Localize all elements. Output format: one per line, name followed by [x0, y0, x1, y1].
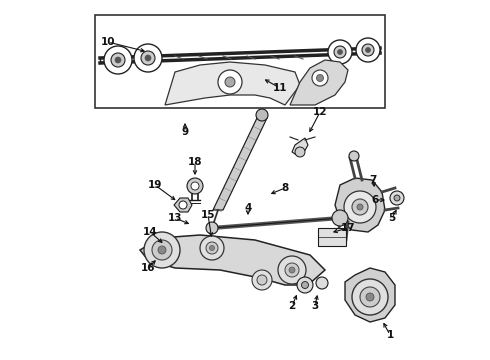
Circle shape [206, 222, 218, 234]
Circle shape [357, 204, 363, 210]
Bar [318, 228, 346, 246]
Text: 14: 14 [143, 227, 157, 237]
Circle shape [225, 77, 235, 87]
Circle shape [349, 151, 359, 161]
Polygon shape [292, 138, 308, 156]
Circle shape [312, 70, 328, 86]
Polygon shape [335, 178, 385, 232]
Polygon shape [213, 118, 267, 210]
Text: 5: 5 [389, 213, 395, 223]
Circle shape [104, 46, 132, 74]
Text: 1: 1 [387, 330, 393, 340]
Circle shape [360, 287, 380, 307]
Circle shape [218, 70, 242, 94]
Circle shape [334, 46, 346, 58]
Polygon shape [174, 198, 192, 212]
Circle shape [111, 53, 125, 67]
Circle shape [352, 279, 388, 315]
Text: 15: 15 [201, 210, 215, 220]
Text: 4: 4 [245, 203, 252, 213]
Text: 3: 3 [311, 301, 318, 311]
Polygon shape [165, 62, 300, 105]
Circle shape [257, 275, 267, 285]
Circle shape [301, 282, 309, 288]
Text: 8: 8 [281, 183, 289, 193]
Circle shape [285, 263, 299, 277]
Circle shape [200, 236, 224, 260]
Circle shape [115, 57, 121, 63]
Circle shape [289, 267, 295, 273]
Circle shape [141, 51, 155, 65]
Text: 18: 18 [188, 157, 202, 167]
Text: 10: 10 [101, 37, 115, 47]
Circle shape [362, 44, 374, 56]
Circle shape [191, 182, 199, 190]
Circle shape [317, 75, 323, 81]
Text: 6: 6 [371, 195, 379, 205]
Text: 9: 9 [181, 127, 189, 137]
Circle shape [328, 40, 352, 64]
Polygon shape [290, 60, 348, 105]
Circle shape [344, 191, 376, 223]
Circle shape [356, 38, 380, 62]
Circle shape [297, 277, 313, 293]
Text: 17: 17 [341, 223, 355, 233]
Circle shape [278, 256, 306, 284]
Text: 2: 2 [289, 301, 295, 311]
Circle shape [352, 199, 368, 215]
Text: 7: 7 [369, 175, 377, 185]
Circle shape [179, 201, 187, 209]
Circle shape [206, 242, 218, 254]
Circle shape [394, 195, 400, 201]
Circle shape [256, 109, 268, 121]
Polygon shape [140, 235, 325, 285]
Text: 19: 19 [148, 180, 162, 190]
Circle shape [390, 191, 404, 205]
Polygon shape [345, 268, 395, 322]
Text: 16: 16 [141, 263, 155, 273]
Circle shape [152, 240, 172, 260]
Circle shape [366, 48, 370, 53]
Text: 12: 12 [313, 107, 327, 117]
Circle shape [316, 277, 328, 289]
Circle shape [187, 178, 203, 194]
Circle shape [338, 49, 343, 54]
Text: 13: 13 [168, 213, 182, 223]
Circle shape [145, 55, 151, 61]
Circle shape [332, 210, 348, 226]
Bar [95, 15, 385, 108]
Circle shape [144, 232, 180, 268]
Circle shape [252, 270, 272, 290]
Circle shape [366, 293, 374, 301]
Circle shape [134, 44, 162, 72]
Circle shape [210, 246, 215, 251]
Circle shape [295, 147, 305, 157]
Circle shape [158, 246, 166, 254]
Text: 11: 11 [273, 83, 287, 93]
